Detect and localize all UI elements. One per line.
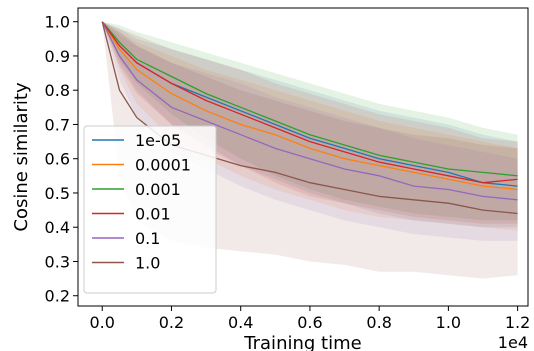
y-tick-label: 0.3 <box>45 252 70 271</box>
line-series-5 <box>101 21 518 215</box>
legend-label: 1e-05 <box>135 131 181 150</box>
x-tick-label: 0.2 <box>159 313 184 332</box>
y-tick-label: 0.9 <box>45 47 70 66</box>
x-tick-label: 0.8 <box>366 313 391 332</box>
band-series-1 <box>102 21 518 231</box>
line-series-2 <box>101 21 518 177</box>
y-tick-label: 0.8 <box>45 81 70 100</box>
x-axis-offset-text: 1e4 <box>498 333 528 351</box>
plot-frame <box>77 7 529 307</box>
legend-box <box>83 125 217 294</box>
y-tick-label: 0.2 <box>45 287 70 306</box>
y-tick-label: 0.6 <box>45 150 70 169</box>
x-tick-label: 1.2 <box>505 313 530 332</box>
legend: 1e-05 0.0001 0.001 0.01 0.1 1.0 <box>83 125 217 294</box>
y-axis: 0.2 0.3 0.4 0.5 0.6 0.7 0.8 0.9 1.0 <box>45 13 78 306</box>
legend-label: 0.01 <box>135 205 171 224</box>
legend-label: 1.0 <box>135 254 160 273</box>
legend-label: 0.1 <box>135 229 160 248</box>
line-series-1 <box>101 21 518 191</box>
y-tick-label: 0.7 <box>45 115 70 134</box>
series-lines <box>101 21 518 215</box>
x-tick-label: 0.4 <box>228 313 253 332</box>
line-series-3 <box>101 21 518 184</box>
band-series-0 <box>102 21 518 228</box>
x-tick-label: 1.0 <box>436 313 461 332</box>
legend-label: 0.0001 <box>135 156 191 175</box>
y-axis-label: Cosine similarity <box>11 82 32 232</box>
band-series-2 <box>102 21 518 221</box>
x-tick-label: 0.6 <box>297 313 322 332</box>
y-tick-label: 1.0 <box>45 13 70 32</box>
line-series-4 <box>101 21 518 201</box>
x-axis: 0.0 0.2 0.4 0.6 0.8 1.0 1.2 <box>90 306 530 332</box>
legend-label: 0.001 <box>135 180 181 199</box>
x-tick-label: 0.0 <box>90 313 115 332</box>
x-axis-label: Training time <box>243 333 361 351</box>
confidence-bands <box>102 21 518 279</box>
y-tick-label: 0.4 <box>45 218 70 237</box>
y-tick-label: 0.5 <box>45 184 70 203</box>
band-series-3 <box>102 21 518 224</box>
